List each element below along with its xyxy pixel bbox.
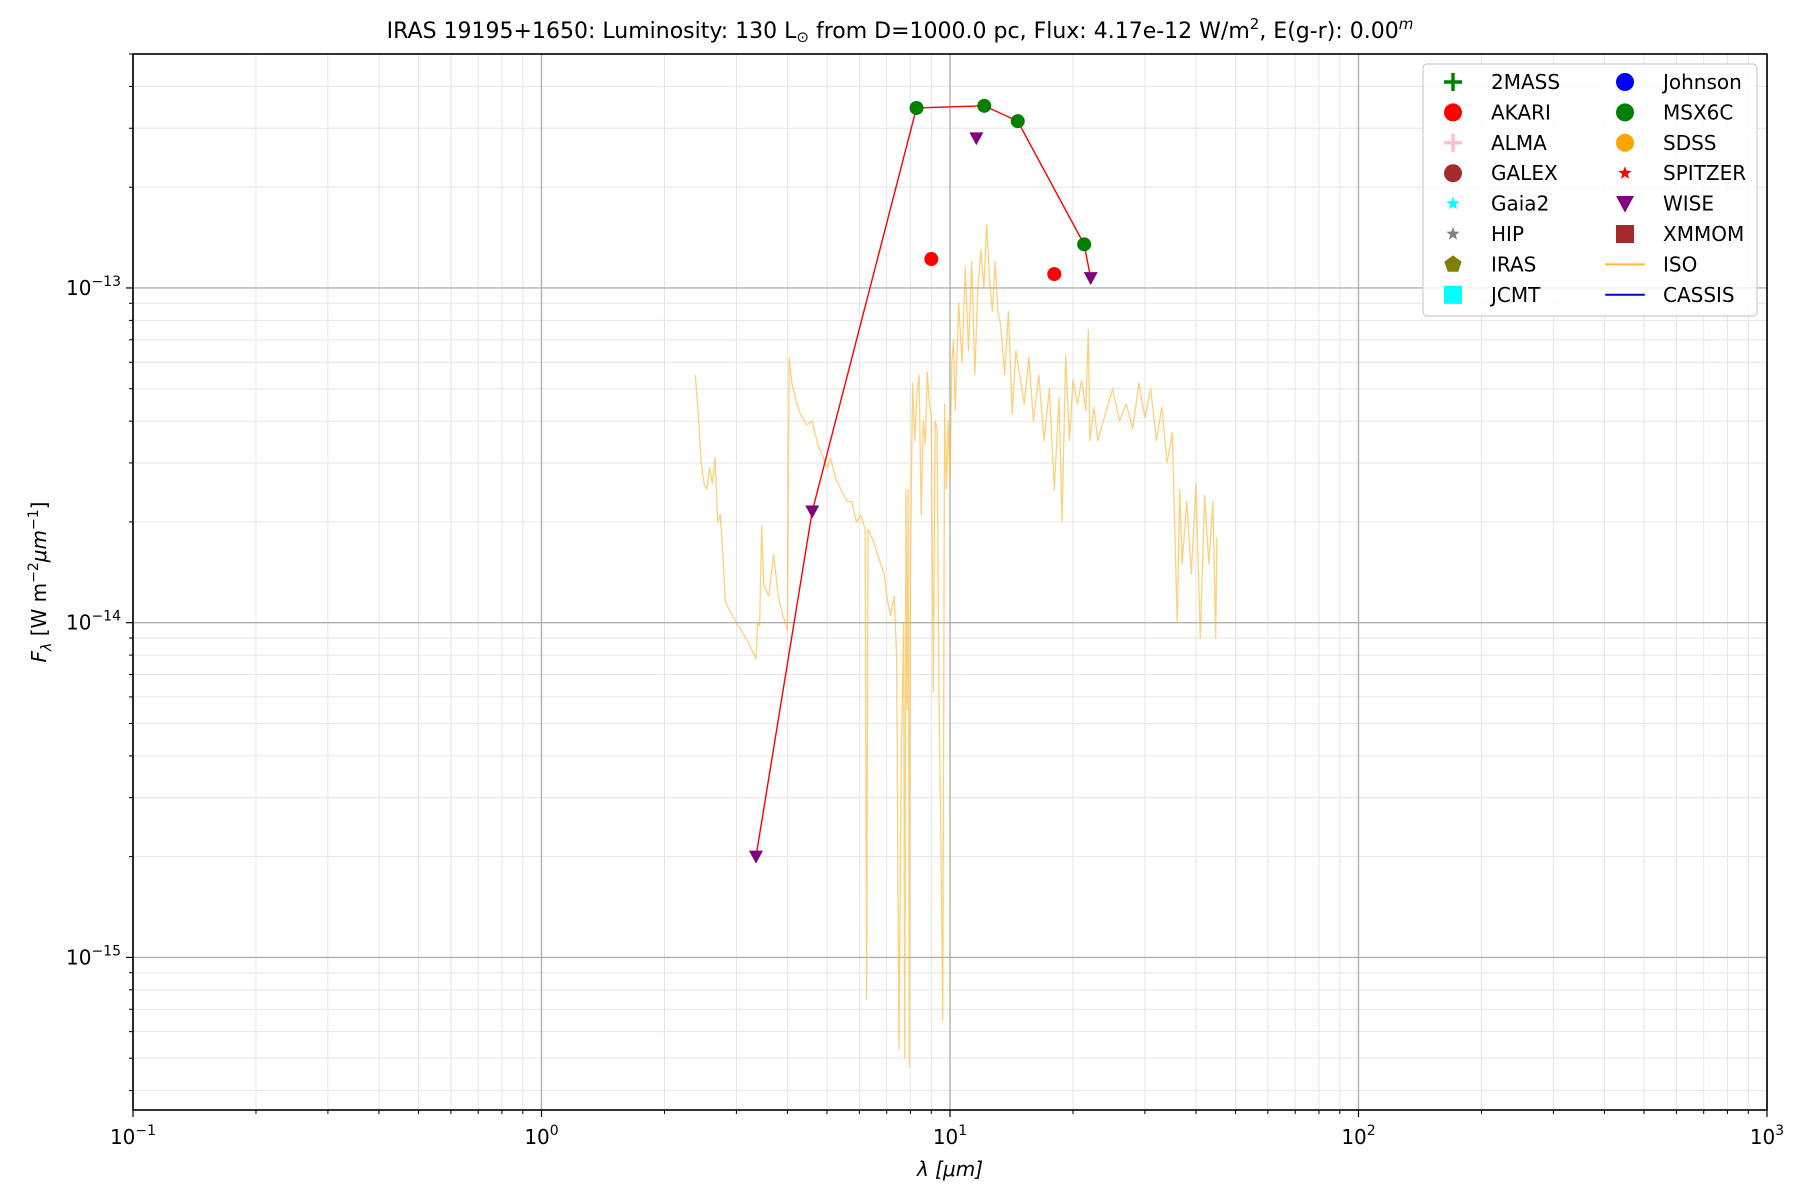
legend-label-2mass: 2MASS [1491,70,1560,94]
y-tick-label: 10−13 [66,274,121,300]
legend-label-johnson: Johnson [1661,70,1742,94]
legend-label-msx6c: MSX6C [1663,100,1733,124]
legend-marker-spitzer [1618,166,1632,179]
x-tick-label: 103 [1750,1123,1784,1149]
axis-ticks [126,53,1768,1117]
legend-marker-xmmom [1616,225,1634,243]
x-tick-label: 10−1 [110,1123,156,1149]
chart-title: IRAS 19195+1650: Luminosity: 130 L⊙ from… [387,15,1414,46]
legend-marker-wise [1616,195,1634,213]
iso-spectrum-layer [694,223,1218,1068]
legend: 2MASS AKARI ALMA GALEX Gaia2 HIP IRAS JCMT Johns… [1422,63,1758,317]
legend-label-sdss: SDSS [1663,131,1717,155]
legend-label-alma: ALMA [1491,131,1547,155]
legend-label-wise: WISE [1663,192,1714,216]
msx6c-point [1077,237,1092,252]
x-tick-labels: 10−1 100 101 102 103 [110,1123,1784,1149]
legend-label-hip: HIP [1491,222,1524,246]
wise-point [1083,272,1098,286]
legend-box [1422,63,1758,317]
wise-point [805,505,820,519]
legend-label-iso: ISO [1663,252,1697,276]
y-tick-label: 10−14 [66,609,121,635]
akari-point [924,252,939,267]
legend-label-akari: AKARI [1491,100,1551,124]
x-tick-label: 102 [1341,1123,1375,1149]
legend-marker-msx6c [1616,103,1634,122]
y-tick-labels: 10−15 10−14 10−13 [66,274,121,969]
photometry-points-layer [748,98,1098,864]
x-tick-label: 101 [933,1123,967,1149]
wise-point [969,132,984,146]
akari-point [1047,267,1062,282]
legend-marker-alma [1444,133,1462,152]
legend-marker-iras [1444,255,1462,272]
msx6c-point [909,100,924,115]
x-tick-label: 100 [524,1123,558,1149]
iso-spectrum-line [694,223,1218,1068]
msx6c-point [977,98,992,113]
legend-marker-akari [1444,103,1462,122]
legend-marker-galex [1444,164,1462,183]
legend-label-spitzer: SPITZER [1663,161,1746,185]
msx6c-point [1010,114,1025,129]
legend-marker-2mass [1444,73,1462,91]
x-axis-label: λ [μm] [916,1157,983,1181]
legend-label-cassis: CASSIS [1663,283,1735,307]
legend-label-iras: IRAS [1491,252,1536,276]
y-axis-label: Fλ [W m−2μm−1] [26,502,55,663]
legend-marker-jcmt [1444,285,1462,304]
legend-marker-gaia2 [1446,196,1460,210]
legend-marker-hip [1446,227,1460,240]
y-tick-label: 10−15 [66,943,121,969]
legend-marker-johnson [1616,73,1634,91]
legend-label-xmmom: XMMOM [1663,222,1744,246]
legend-label-jcmt: JCMT [1489,283,1541,307]
legend-marker-sdss [1616,133,1634,152]
legend-label-galex: GALEX [1491,161,1558,185]
wise-point [748,850,763,864]
legend-label-gaia2: Gaia2 [1491,192,1549,216]
